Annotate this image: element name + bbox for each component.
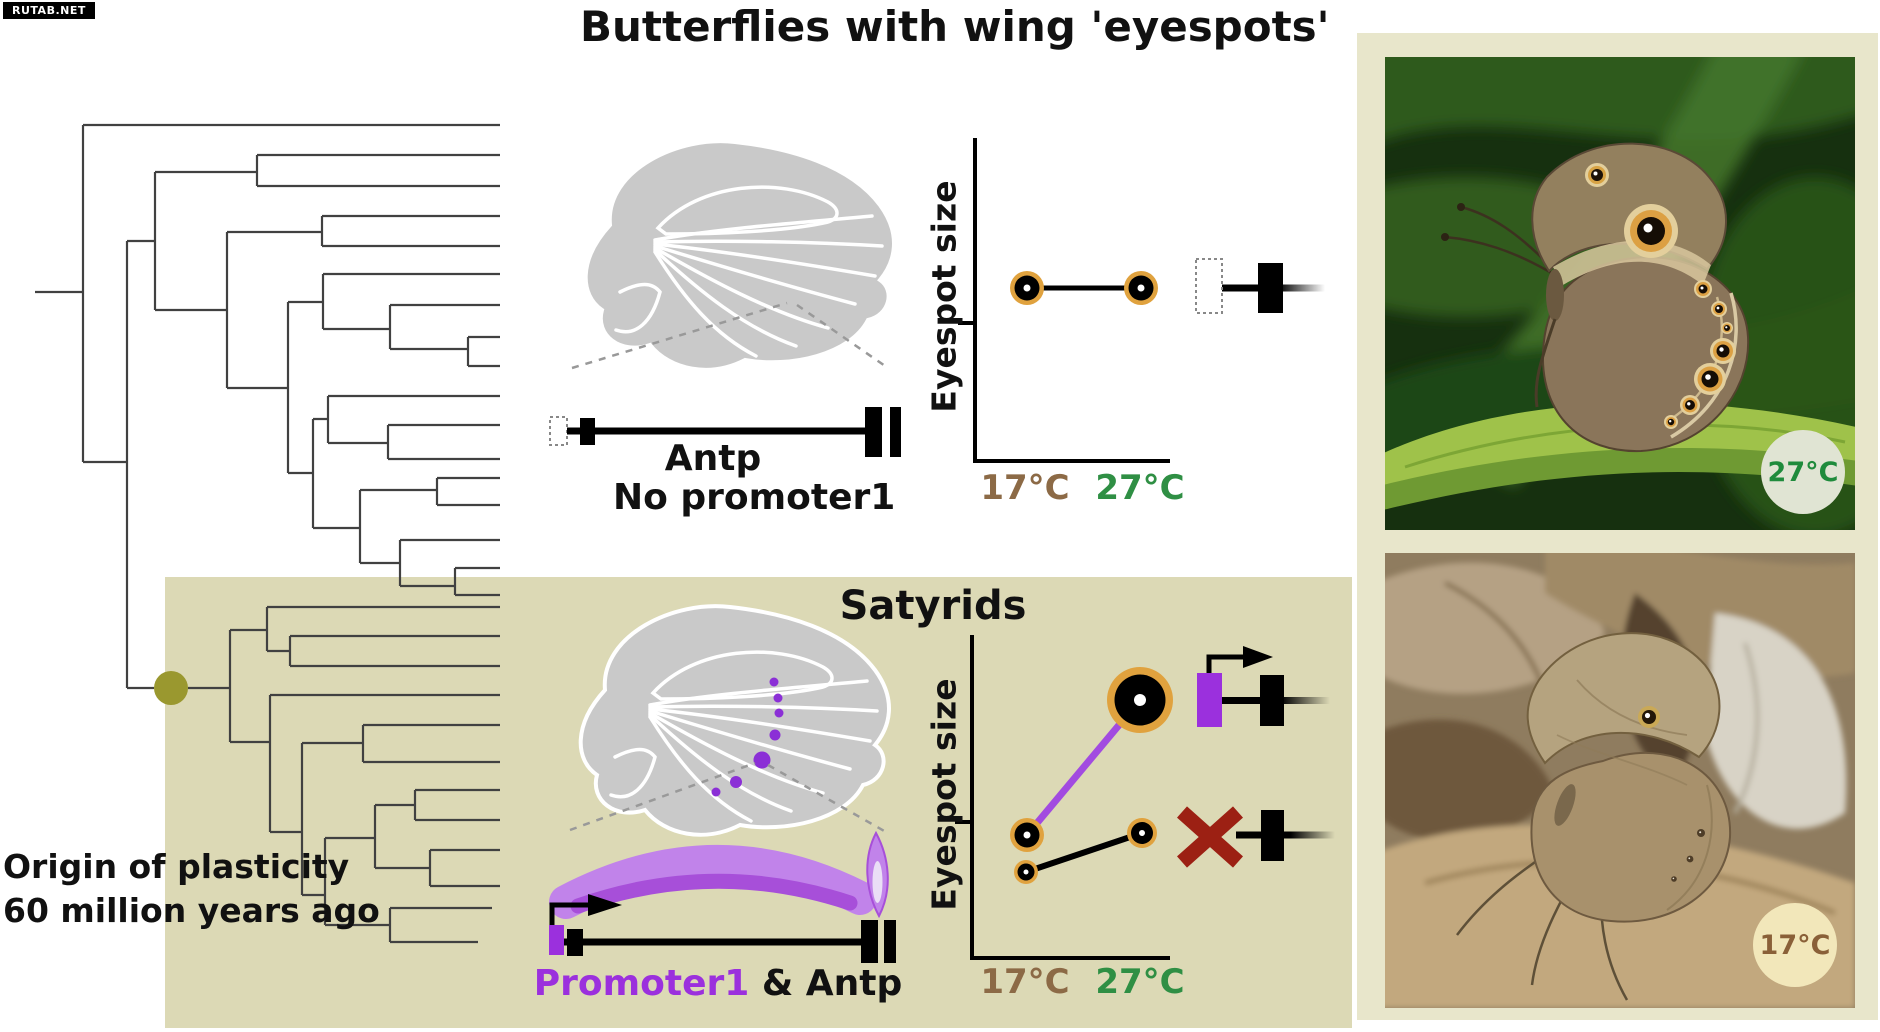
hindwing-eyespot-row xyxy=(1664,280,1736,429)
gene-label-promoter1-antp: Promoter1 & Antp xyxy=(518,963,918,1004)
watermark: RUTAB.NET xyxy=(3,2,95,19)
hindwing-dot-row xyxy=(1671,829,1705,882)
y-axis-label-bottom: Eyespot size xyxy=(924,678,964,911)
forewing-eyespot-tiny xyxy=(1638,706,1660,728)
antp-label: & Antp xyxy=(761,963,903,1004)
xtick-17c-top: 17°C xyxy=(980,468,1070,508)
y-axis-label-top: Eyespot size xyxy=(924,180,964,413)
origin-line2: 60 million years ago xyxy=(3,891,380,930)
missing-promoter-icon xyxy=(1195,258,1223,314)
eyespot-marker xyxy=(1124,271,1158,305)
photo-dry-season-butterfly xyxy=(1385,553,1855,1008)
gene-label-antp: Antp xyxy=(664,438,762,479)
origin-line1: Origin of plasticity xyxy=(3,847,350,886)
forewing-eyespot-small xyxy=(1585,163,1609,187)
plot-top xyxy=(958,138,1325,463)
forewing-eyespot-large xyxy=(1624,204,1678,258)
figure-title: Butterflies with wing 'eyespots' xyxy=(580,2,1330,51)
xtick-17c-bottom: 17°C xyxy=(980,962,1070,1002)
temperature-badge-17c: 17°C xyxy=(1753,903,1837,987)
butterfly-wet xyxy=(1441,142,1750,453)
xtick-27c-bottom: 27°C xyxy=(1095,962,1185,1002)
wing-diagram-no-eyespots xyxy=(583,139,896,372)
missing-promoter-icon xyxy=(549,416,568,446)
zoom-dashes-top xyxy=(571,301,889,370)
satyrid-background-panel xyxy=(165,577,1352,1028)
gene-label-no-promoter1: No promoter1 xyxy=(613,477,896,518)
temperature-badge-27c: 27°C xyxy=(1761,430,1845,514)
origin-annotation: Origin of plasticity 60 million years ag… xyxy=(3,845,380,933)
promoter1-label: Promoter1 xyxy=(533,963,750,1004)
clade-label-satyrids: Satyrids xyxy=(839,583,1027,629)
photo-panel xyxy=(1357,33,1878,1020)
dry-season-photo-art xyxy=(1385,553,1855,1008)
xtick-27c-top: 27°C xyxy=(1095,468,1185,508)
eyespot-marker xyxy=(1010,271,1044,305)
butterfly-dry xyxy=(1456,632,1732,1001)
